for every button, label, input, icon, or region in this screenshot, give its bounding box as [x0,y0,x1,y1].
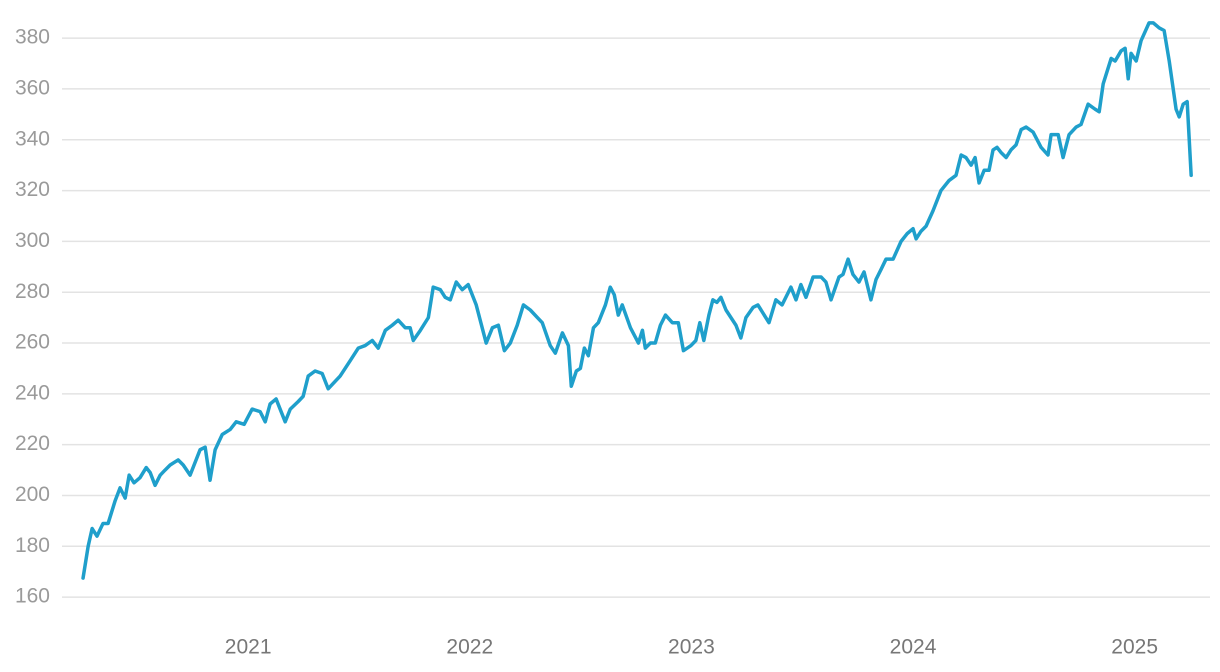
x-tick-label: 2024 [890,636,937,659]
y-tick-label: 200 [15,483,50,506]
y-tick-label: 260 [15,331,50,354]
y-tick-label: 300 [15,229,50,252]
y-tick-label: 160 [15,585,50,608]
y-tick-label: 380 [15,26,50,49]
x-tick-label: 2025 [1111,636,1158,659]
y-tick-label: 180 [15,534,50,557]
x-tick-label: 2022 [446,636,493,659]
x-tick-label: 2021 [225,636,272,659]
y-tick-label: 280 [15,280,50,303]
y-tick-label: 220 [15,432,50,455]
line-series [81,21,1193,580]
y-tick-label: 360 [15,76,50,99]
y-tick-label: 320 [15,178,50,201]
y-tick-label: 240 [15,381,50,404]
y-tick-label: 340 [15,127,50,150]
x-tick-label: 2023 [668,636,715,659]
